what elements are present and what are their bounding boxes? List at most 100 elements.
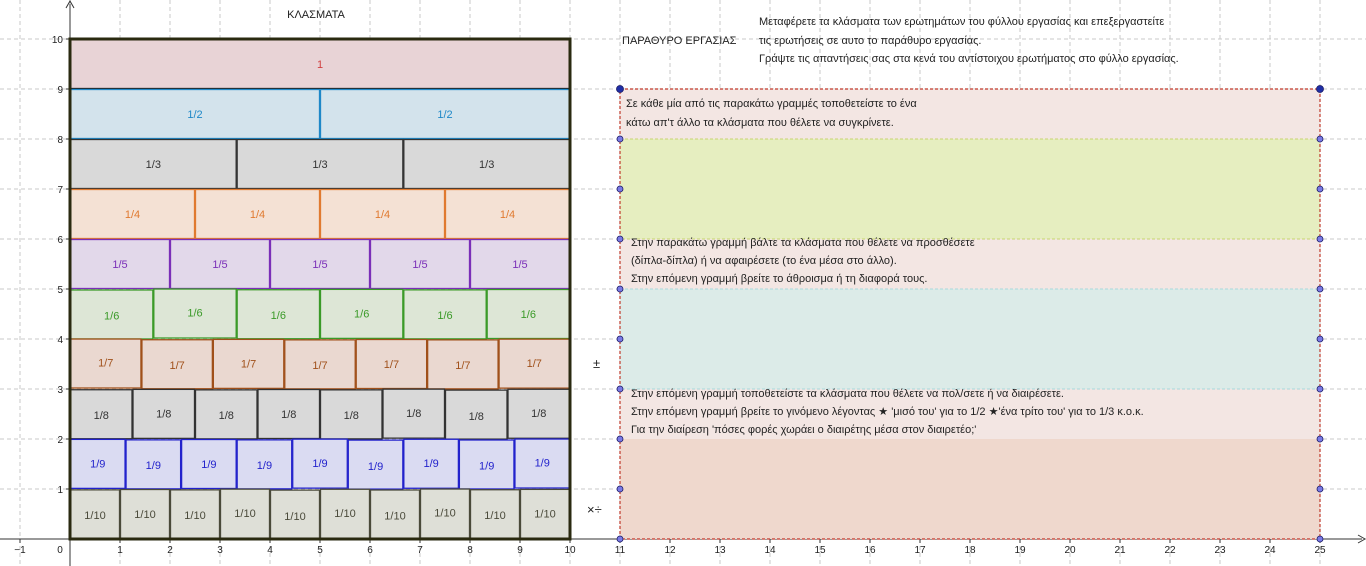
fraction-tile-body[interactable] bbox=[284, 339, 356, 390]
fraction-tile-body[interactable] bbox=[169, 489, 221, 540]
panel-left-handle[interactable] bbox=[616, 385, 624, 393]
fraction-tile-body[interactable] bbox=[132, 388, 196, 440]
fraction-tile[interactable]: 1/9 bbox=[292, 438, 348, 489]
fraction-tile[interactable]: 1/7 bbox=[355, 338, 428, 390]
fraction-tile-body[interactable] bbox=[169, 238, 271, 290]
panel-left-handle[interactable] bbox=[616, 135, 624, 143]
fraction-tile[interactable]: 1/10 bbox=[169, 489, 221, 540]
fraction-tile[interactable]: 1/3 bbox=[403, 138, 571, 190]
fraction-tile[interactable]: 1 bbox=[69, 38, 571, 90]
panel-right-handle[interactable] bbox=[1316, 385, 1324, 393]
fraction-tile[interactable]: 1/8 bbox=[69, 389, 133, 440]
addition-subtraction-zone[interactable] bbox=[619, 288, 1321, 390]
fraction-tile[interactable]: 1/3 bbox=[236, 138, 404, 190]
fraction-tile[interactable]: 1/7 bbox=[426, 339, 499, 390]
fraction-tile-body[interactable] bbox=[507, 388, 571, 439]
panel-right-handle[interactable] bbox=[1316, 135, 1324, 143]
fraction-tile[interactable]: 1/2 bbox=[319, 88, 571, 140]
fraction-tile[interactable]: 1/8 bbox=[382, 388, 446, 439]
panel-left-handle[interactable] bbox=[616, 435, 624, 443]
fraction-tile[interactable]: 1/7 bbox=[212, 338, 285, 390]
fraction-tile[interactable]: 1/8 bbox=[507, 388, 571, 439]
fraction-tile-body[interactable] bbox=[292, 438, 348, 489]
fraction-tile-body[interactable] bbox=[403, 289, 487, 340]
fraction-tile-body[interactable] bbox=[119, 488, 171, 540]
fraction-tile-body[interactable] bbox=[236, 289, 321, 340]
fraction-tile[interactable]: 1/10 bbox=[369, 489, 421, 540]
panel-left-handle[interactable] bbox=[616, 535, 624, 543]
fraction-tile[interactable]: 1/2 bbox=[69, 88, 321, 140]
panel-left-handle[interactable] bbox=[616, 485, 624, 493]
fraction-tile[interactable]: 1/5 bbox=[169, 238, 271, 290]
fraction-tile[interactable]: 1/9 bbox=[514, 438, 571, 489]
fraction-tile[interactable]: 1/4 bbox=[319, 188, 446, 240]
panel-right-handle[interactable] bbox=[1316, 335, 1324, 343]
fraction-tile[interactable]: 1/6 bbox=[236, 289, 321, 340]
fraction-tile-body[interactable] bbox=[236, 439, 293, 490]
fraction-tile[interactable]: 1/9 bbox=[69, 438, 126, 490]
fraction-tile[interactable]: 1/4 bbox=[194, 188, 321, 240]
fraction-tile-body[interactable] bbox=[419, 488, 471, 539]
fraction-tile[interactable]: 1/8 bbox=[132, 388, 196, 440]
panel-right-handle[interactable] bbox=[1316, 435, 1324, 443]
fraction-tile-body[interactable] bbox=[469, 489, 521, 540]
fraction-tile[interactable]: 1/9 bbox=[458, 439, 515, 490]
fraction-tile[interactable]: 1/10 bbox=[269, 489, 321, 540]
fraction-tile-body[interactable] bbox=[269, 238, 371, 290]
fraction-tile-body[interactable] bbox=[319, 188, 446, 240]
fraction-tile[interactable]: 1/7 bbox=[498, 338, 571, 389]
fraction-tile[interactable]: 1/5 bbox=[469, 238, 571, 290]
fraction-tile[interactable]: 1/9 bbox=[236, 439, 293, 490]
fraction-tile-body[interactable] bbox=[319, 389, 383, 440]
fraction-tile[interactable]: 1/4 bbox=[69, 188, 196, 240]
fraction-tile-body[interactable] bbox=[194, 389, 258, 440]
fraction-tile-body[interactable] bbox=[486, 288, 571, 340]
fraction-tile[interactable]: 1/8 bbox=[444, 389, 508, 440]
fraction-tile-body[interactable] bbox=[69, 188, 196, 240]
fraction-tile[interactable]: 1/8 bbox=[319, 389, 383, 440]
fraction-tile-body[interactable] bbox=[369, 238, 471, 290]
fraction-tile[interactable]: 1/5 bbox=[269, 238, 371, 290]
fraction-tile[interactable]: 1/9 bbox=[403, 438, 460, 489]
fraction-tile[interactable]: 1/5 bbox=[369, 238, 471, 290]
fraction-tile-body[interactable] bbox=[403, 438, 460, 489]
fraction-tile[interactable]: 1/6 bbox=[486, 288, 571, 340]
panel-left-handle[interactable] bbox=[616, 85, 624, 93]
panel-right-handle[interactable] bbox=[1316, 185, 1324, 193]
fraction-tile[interactable]: 1/10 bbox=[419, 488, 471, 539]
fraction-tile[interactable]: 1/9 bbox=[347, 439, 404, 490]
fraction-tile[interactable]: 1/6 bbox=[403, 289, 487, 340]
fraction-tile[interactable]: 1/10 bbox=[69, 489, 121, 540]
fraction-tile-body[interactable] bbox=[444, 389, 508, 440]
fraction-tile[interactable]: 1/10 bbox=[469, 489, 521, 540]
panel-left-handle[interactable] bbox=[616, 185, 624, 193]
fraction-tile-body[interactable] bbox=[69, 238, 171, 290]
fraction-tile[interactable]: 1/7 bbox=[284, 339, 356, 390]
fraction-tile-body[interactable] bbox=[180, 438, 237, 490]
fraction-tile-body[interactable] bbox=[212, 338, 285, 390]
fraction-tile[interactable]: 1/5 bbox=[69, 238, 171, 290]
panel-left-handle[interactable] bbox=[616, 335, 624, 343]
panel-right-handle[interactable] bbox=[1316, 85, 1324, 93]
fraction-tile-body[interactable] bbox=[458, 439, 515, 490]
fraction-tile-body[interactable] bbox=[69, 88, 321, 140]
fraction-tile-body[interactable] bbox=[319, 288, 404, 340]
fraction-tile-body[interactable] bbox=[444, 188, 571, 240]
fraction-tile[interactable]: 1/9 bbox=[125, 439, 182, 490]
fraction-tile-body[interactable] bbox=[369, 489, 421, 540]
fraction-tile-body[interactable] bbox=[236, 138, 404, 190]
fraction-tile[interactable]: 1/10 bbox=[519, 488, 571, 540]
fraction-tile-body[interactable] bbox=[403, 138, 571, 190]
fraction-tile-body[interactable] bbox=[426, 339, 499, 390]
fraction-tile[interactable]: 1/8 bbox=[194, 389, 258, 440]
fraction-tile-body[interactable] bbox=[498, 338, 571, 389]
fraction-tile[interactable]: 1/6 bbox=[153, 288, 237, 339]
fraction-tile[interactable]: 1/10 bbox=[119, 488, 171, 540]
fraction-tile-body[interactable] bbox=[194, 188, 321, 240]
panel-left-handle[interactable] bbox=[616, 285, 624, 293]
panel-right-handle[interactable] bbox=[1316, 235, 1324, 243]
fraction-tile-body[interactable] bbox=[269, 489, 321, 540]
multiplication-division-zone[interactable] bbox=[620, 439, 1320, 539]
fraction-tile[interactable]: 1/7 bbox=[141, 339, 214, 390]
